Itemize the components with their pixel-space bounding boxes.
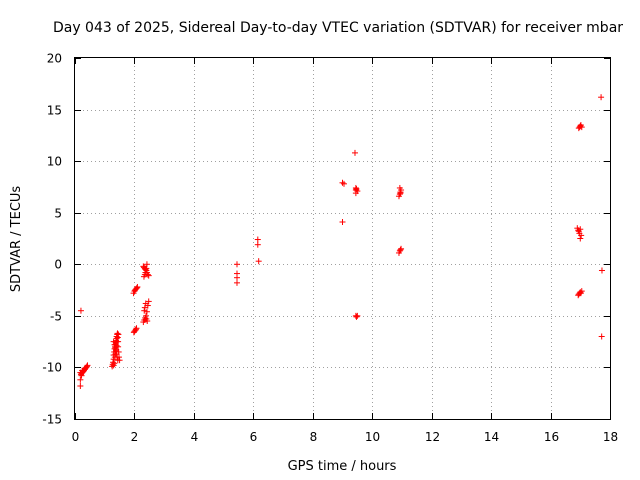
data-point	[132, 326, 139, 333]
data-point	[578, 288, 585, 295]
y-tick-label: 0	[54, 258, 62, 272]
tick-labels: 0 2 4 6 8 10 12 14 16 18 -15 -10 -5 0 5 10 15 20	[42, 52, 618, 445]
x-tick-label: 4	[191, 430, 199, 444]
data-point	[114, 354, 121, 361]
data-point	[397, 190, 404, 197]
data-point	[577, 226, 584, 233]
ticks	[75, 58, 611, 420]
y-axis-label: SDTVAR / TECUs	[9, 186, 24, 293]
data-point	[143, 265, 150, 272]
y-tick-label: -10	[42, 361, 62, 375]
x-tick-label: 8	[310, 430, 318, 444]
data-point	[598, 333, 605, 340]
plot-frame	[74, 57, 611, 420]
data-point	[111, 341, 118, 348]
data-point	[578, 232, 585, 239]
y-tick-label: -15	[42, 413, 62, 427]
data-point	[398, 245, 405, 252]
data-point	[111, 360, 118, 367]
y-tick-label: -5	[50, 310, 62, 324]
data-point	[84, 362, 91, 369]
data-point	[78, 372, 85, 379]
data-point	[145, 272, 152, 279]
data-point	[143, 308, 150, 315]
data-point	[353, 313, 360, 320]
data-point	[113, 347, 120, 354]
data-point	[114, 334, 121, 341]
data-point	[598, 267, 605, 274]
x-tick-label: 2	[131, 430, 139, 444]
data-point	[577, 123, 584, 130]
data-point	[133, 325, 140, 332]
grid	[75, 58, 610, 419]
x-axis-label: GPS time / hours	[288, 459, 397, 474]
data-point	[254, 241, 261, 248]
data-point	[352, 312, 359, 319]
x-tick-label: 10	[365, 430, 380, 444]
data-point	[77, 382, 84, 389]
data-point	[115, 343, 122, 350]
data-point	[396, 184, 403, 191]
data-point	[354, 188, 361, 195]
data-point	[233, 274, 240, 281]
data-point	[79, 367, 86, 374]
data-point	[113, 351, 120, 358]
data-point	[233, 261, 240, 268]
data-point	[141, 307, 148, 314]
data-point	[577, 235, 584, 242]
y-tick-label: 20	[47, 52, 62, 66]
data-point	[143, 261, 150, 268]
y-tick-label: 15	[47, 104, 62, 118]
data-point	[339, 218, 346, 225]
x-tick-label: 12	[425, 430, 440, 444]
x-tick-label: 16	[544, 430, 559, 444]
data-point	[134, 283, 141, 290]
x-tick-label: 6	[250, 430, 258, 444]
data-point	[397, 246, 404, 253]
data-point	[144, 318, 151, 325]
data-point	[577, 289, 584, 296]
y-tick-label: 10	[47, 155, 62, 169]
data-point	[114, 357, 121, 364]
data-point	[141, 304, 148, 311]
x-tick-label: 14	[484, 430, 499, 444]
data-point	[115, 331, 122, 338]
data-point	[255, 258, 262, 265]
data-point	[133, 285, 140, 292]
data-point	[77, 376, 84, 383]
data-point	[339, 179, 346, 186]
data-point	[598, 94, 605, 101]
data-point	[142, 300, 149, 307]
y-tick-label: 5	[54, 207, 62, 221]
data-point	[110, 359, 117, 366]
data-point	[142, 269, 149, 276]
data-point	[112, 344, 119, 351]
data-points	[77, 94, 605, 389]
chart-title: Day 043 of 2025, Sidereal Day-to-day VTE…	[53, 20, 623, 36]
data-point	[110, 338, 117, 345]
data-point	[254, 236, 261, 243]
data-point	[578, 124, 585, 131]
data-point	[83, 363, 90, 370]
data-point	[233, 279, 240, 286]
data-point	[340, 180, 347, 187]
x-tick-label: 0	[72, 430, 80, 444]
data-point	[77, 307, 84, 314]
data-point	[351, 149, 358, 156]
x-tick-label: 18	[603, 430, 618, 444]
